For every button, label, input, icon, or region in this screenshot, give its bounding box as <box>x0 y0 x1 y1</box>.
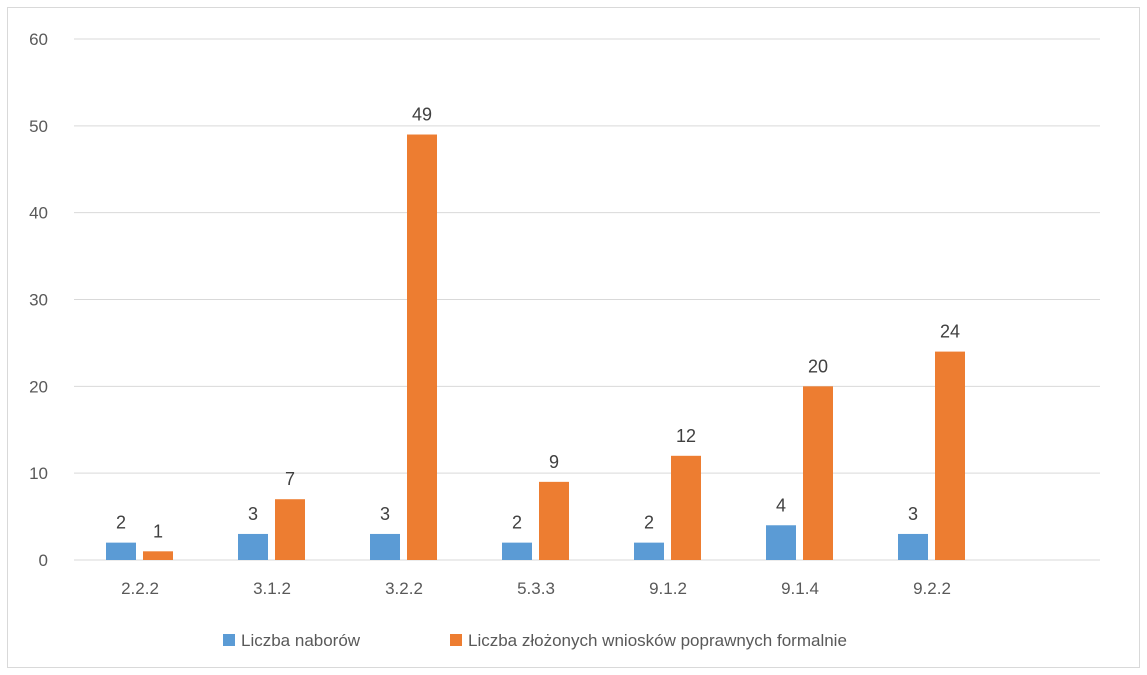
data-label-series-2-9.2.2: 24 <box>940 322 960 342</box>
data-label-series-2-9.1.2: 12 <box>676 426 696 446</box>
x-tick-label: 2.2.2 <box>121 579 159 598</box>
y-tick-label: 20 <box>29 377 48 396</box>
bar-series-2-9.1.4 <box>803 386 833 560</box>
bar-series-1-9.2.2 <box>898 533 928 560</box>
data-label-series-1-9.1.4: 4 <box>776 495 786 515</box>
data-label-series-2-3.2.2: 49 <box>412 105 432 125</box>
y-tick-label: 60 <box>29 30 48 49</box>
y-tick-label: 10 <box>29 464 48 483</box>
x-tick-label: 5.3.3 <box>517 579 555 598</box>
bar-series-1-3.1.2 <box>238 533 268 560</box>
bar-series-1-5.3.3 <box>502 542 532 560</box>
x-tick-label: 3.2.2 <box>385 579 423 598</box>
data-label-series-1-3.1.2: 3 <box>248 504 258 524</box>
legend: Liczba naborów Liczba złożonych wniosków … <box>223 631 847 650</box>
bar-series-2-5.3.3 <box>539 481 569 560</box>
legend-swatch-series-2 <box>450 634 462 646</box>
data-label-series-1-9.1.2: 2 <box>644 513 654 533</box>
data-label-series-1-5.3.3: 2 <box>512 513 522 533</box>
data-label-series-2-3.1.2: 7 <box>285 469 295 489</box>
bar-series-2-9.1.2 <box>671 455 701 560</box>
bar-series-1-3.2.2 <box>370 533 400 560</box>
data-label-series-1-3.2.2: 3 <box>380 504 390 524</box>
bar-series-2-3.2.2 <box>407 134 437 560</box>
y-tick-label: 40 <box>29 204 48 223</box>
x-tick-label: 3.1.2 <box>253 579 291 598</box>
y-tick-label: 0 <box>39 551 48 570</box>
data-label-series-1-2.2.2: 2 <box>116 513 126 533</box>
x-tick-label: 9.1.2 <box>649 579 687 598</box>
data-labels: 2 1 3 7 3 49 2 9 2 12 4 20 3 24 <box>116 105 960 542</box>
legend-swatch-series-1 <box>223 634 235 646</box>
data-label-series-2-2.2.2: 1 <box>153 521 163 541</box>
bars <box>106 134 965 560</box>
bar-series-2-2.2.2 <box>143 551 173 560</box>
bar-series-2-9.2.2 <box>935 351 965 560</box>
x-tick-label: 9.1.4 <box>781 579 819 598</box>
bar-series-1-9.1.4 <box>766 525 796 560</box>
legend-label-series-2: Liczba złożonych wniosków poprawnych for… <box>468 631 847 650</box>
x-axis-tick-labels: 2.2.2 3.1.2 3.2.2 5.3.3 9.1.2 9.1.4 9.2.2 <box>121 579 951 598</box>
data-label-series-2-9.1.4: 20 <box>808 356 828 376</box>
data-label-series-1-9.2.2: 3 <box>908 504 918 524</box>
bar-series-2-3.1.2 <box>275 499 305 560</box>
y-tick-label: 50 <box>29 117 48 136</box>
gridlines <box>74 38 1100 474</box>
bar-series-1-9.1.2 <box>634 542 664 560</box>
x-tick-label: 9.2.2 <box>913 579 951 598</box>
legend-label-series-1: Liczba naborów <box>241 631 361 650</box>
bar-series-1-2.2.2 <box>106 542 136 560</box>
y-axis-tick-labels: 0 10 20 30 40 50 60 <box>29 30 48 570</box>
data-label-series-2-5.3.3: 9 <box>549 452 559 472</box>
y-tick-label: 30 <box>29 291 48 310</box>
